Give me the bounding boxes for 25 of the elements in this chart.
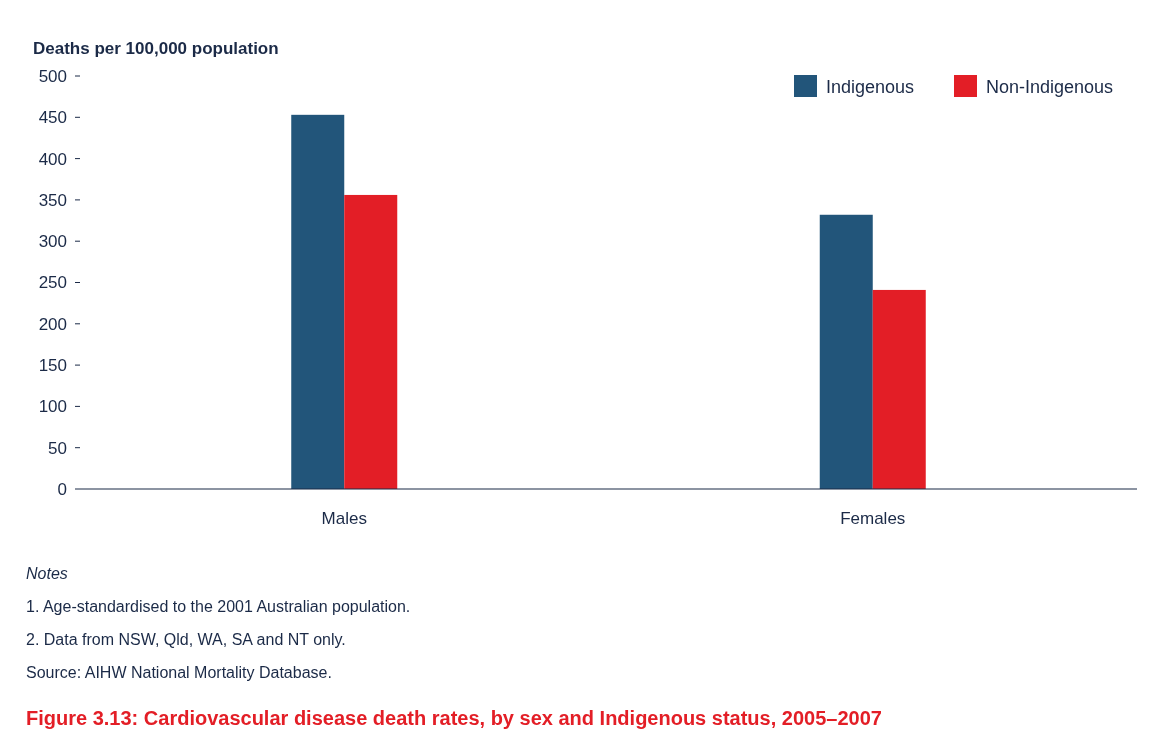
y-tick-label: 150 [38,356,67,376]
bar [291,114,345,489]
text: Figure 3.13: Cardiovascular disease death rates, by sex and Indigenous status, 2005–2007 [26,707,882,729]
source-note: Source: AIHW National Mortality Database. [26,664,332,681]
legend-label: Non-Indigenous [986,77,1114,97]
bar [344,194,398,489]
y-tick-label: 300 [38,232,67,252]
x-tick-label: Males [321,509,367,528]
y-tick-label: 0 [57,479,67,499]
y-tick-label: 500 [38,66,67,86]
text: 1. Age-standardised to the 2001 Australian population. [26,598,411,615]
y-tick-label: 400 [38,149,67,169]
y-tick-label: 100 [38,397,67,417]
x-tick-label: Females [840,509,906,528]
y-tick-label: 450 [38,108,67,128]
bar [872,289,926,489]
bar [819,214,873,489]
y-tick-label: 50 [48,438,67,458]
y-axis-title: Deaths per 100,000 population [33,39,279,58]
legend-label: Indigenous [826,77,915,97]
text: 2. Data from NSW, Qld, WA, SA and NT only. [26,631,346,648]
y-tick-label: 350 [38,190,67,210]
text: Notes [26,565,68,582]
y-tick-label: 200 [38,314,67,334]
y-tick-label: 250 [38,273,67,293]
